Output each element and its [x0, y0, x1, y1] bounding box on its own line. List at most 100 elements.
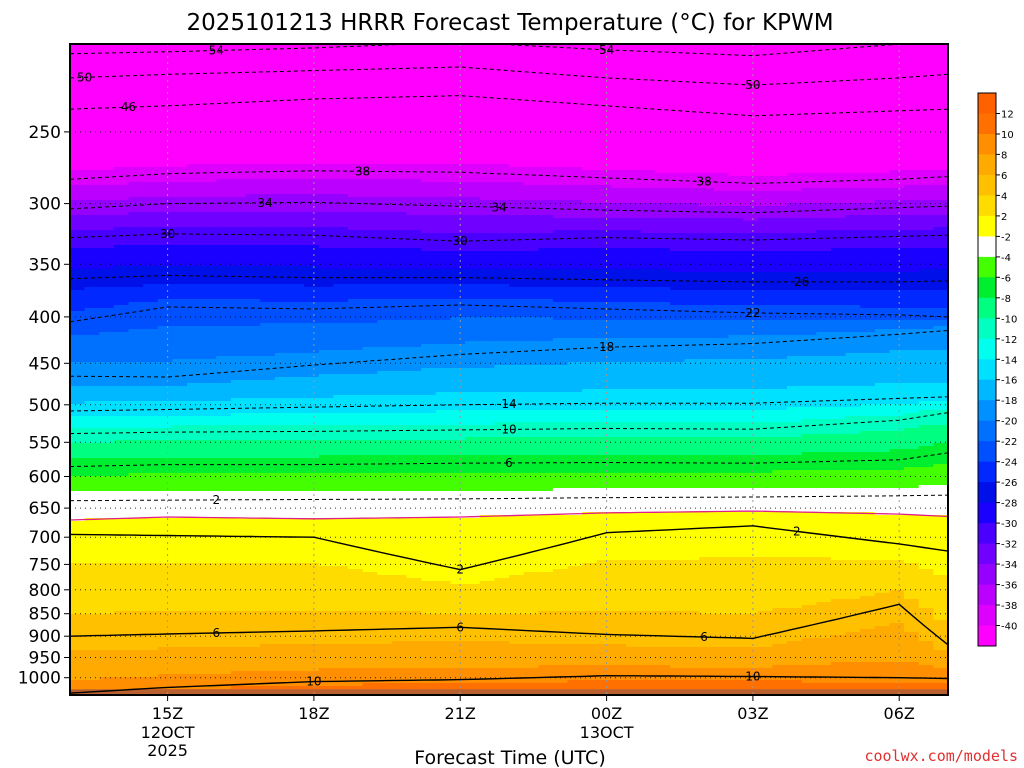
y-tick-label: 250: [29, 123, 61, 143]
temperature-cell: [421, 473, 437, 492]
temperature-cell: [743, 272, 759, 291]
temperature-cell: [509, 515, 525, 576]
temperature-cell: [333, 374, 349, 396]
temperature-cell: [845, 44, 861, 174]
temperature-cell: [99, 614, 115, 651]
temperature-cell: [728, 512, 744, 558]
temperature-cell: [596, 287, 612, 303]
temperature-cell: [918, 269, 934, 291]
temperature-cell: [684, 44, 700, 174]
colorbar-label: -6: [1001, 273, 1011, 284]
temperature-cell: [918, 329, 934, 351]
temperature-cell: [684, 647, 700, 669]
temperature-cell: [933, 185, 948, 201]
temperature-cell: [318, 248, 334, 270]
temperature-cell: [274, 179, 291, 195]
temperature-cell: [201, 563, 217, 612]
temperature-cell: [684, 512, 700, 561]
temperature-cell: [713, 191, 730, 207]
temperature-cell: [377, 611, 393, 645]
temperature-cell: [640, 473, 656, 489]
temperature-cell: [787, 191, 803, 204]
temperature-cell: [70, 185, 86, 201]
temperature-cell: [435, 392, 451, 411]
temperature-cell: [626, 437, 642, 456]
temperature-cell: [260, 413, 276, 426]
temperature-cell: [377, 473, 393, 492]
temperature-cell: [801, 434, 817, 453]
temperature-cell: [933, 410, 948, 426]
temperature-cell: [435, 197, 451, 216]
temperature-cell: [523, 410, 539, 423]
temperature-cell: [245, 458, 261, 474]
temperature-cell: [318, 302, 334, 324]
temperature-cell: [143, 284, 159, 303]
temperature-cell: [231, 197, 247, 213]
temperature-cell: [874, 560, 890, 594]
temperature-cell: [787, 386, 803, 408]
temperature-cell: [640, 362, 656, 390]
temperature-cell: [655, 320, 671, 339]
temperature-cell: [84, 518, 100, 564]
temperature-cell: [348, 323, 364, 351]
temperature-cell: [596, 512, 612, 561]
temperature-cell: [640, 248, 656, 270]
colorbar-label: 4: [1001, 191, 1007, 202]
temperature-cell: [216, 674, 232, 690]
temperature-cell: [172, 182, 188, 198]
temperature-cell: [187, 518, 203, 564]
temperature-cell: [538, 317, 554, 342]
temperature-cell: [465, 368, 481, 393]
isotherm-label: 6: [212, 626, 220, 640]
temperature-cell: [933, 485, 948, 516]
temperature-cell: [596, 644, 612, 666]
temperature-cell: [318, 413, 334, 426]
temperature-cell: [172, 563, 188, 612]
temperature-cell: [465, 164, 481, 183]
temperature-cell: [421, 44, 437, 165]
temperature-cell: [816, 188, 832, 204]
credit-label[interactable]: coolwx.com/models: [864, 747, 1018, 765]
temperature-cell: [406, 269, 422, 285]
temperature-cell: [274, 302, 291, 324]
temperature-cell: [904, 428, 920, 450]
temperature-cell: [289, 212, 305, 228]
temperature-cell: [830, 203, 847, 219]
temperature-cell: [538, 44, 554, 168]
temperature-cell: [670, 389, 686, 411]
temperature-cell: [113, 428, 130, 441]
temperature-cell: [655, 473, 671, 489]
temperature-cell: [260, 380, 276, 399]
temperature-cell: [157, 326, 173, 363]
x-tick-label: 21Z: [445, 704, 476, 723]
temperature-cell: [99, 650, 115, 678]
temperature-cell: [713, 422, 730, 438]
temperature-cell: [611, 287, 627, 303]
temperature-cell: [201, 458, 217, 474]
temperature-cell: [377, 644, 393, 669]
temperature-cell: [567, 269, 583, 288]
colorbar-label: -36: [1001, 581, 1017, 592]
temperature-cell: [201, 326, 217, 360]
temperature-cell: [772, 218, 788, 234]
temperature-cell: [816, 665, 832, 684]
temperature-cell: [860, 215, 876, 231]
temperature-cell: [801, 512, 817, 558]
temperature-cell: [216, 266, 232, 285]
temperature-cell: [465, 437, 481, 456]
temperature-cell: [699, 437, 715, 456]
temperature-cell: [713, 338, 730, 360]
temperature-cell: [772, 44, 788, 177]
temperature-cell: [509, 455, 525, 474]
temperature-cell: [552, 455, 569, 474]
temperature-cell: [757, 455, 773, 474]
temperature-cell: [699, 488, 715, 513]
temperature-cell: [348, 230, 364, 249]
temperature-cell: [538, 365, 554, 393]
temperature-cell: [421, 182, 437, 198]
temperature-cell: [274, 353, 291, 378]
temperature-cell: [201, 647, 217, 675]
temperature-cell: [787, 641, 803, 666]
temperature-cell: [406, 491, 422, 519]
temperature-cell: [670, 188, 686, 204]
